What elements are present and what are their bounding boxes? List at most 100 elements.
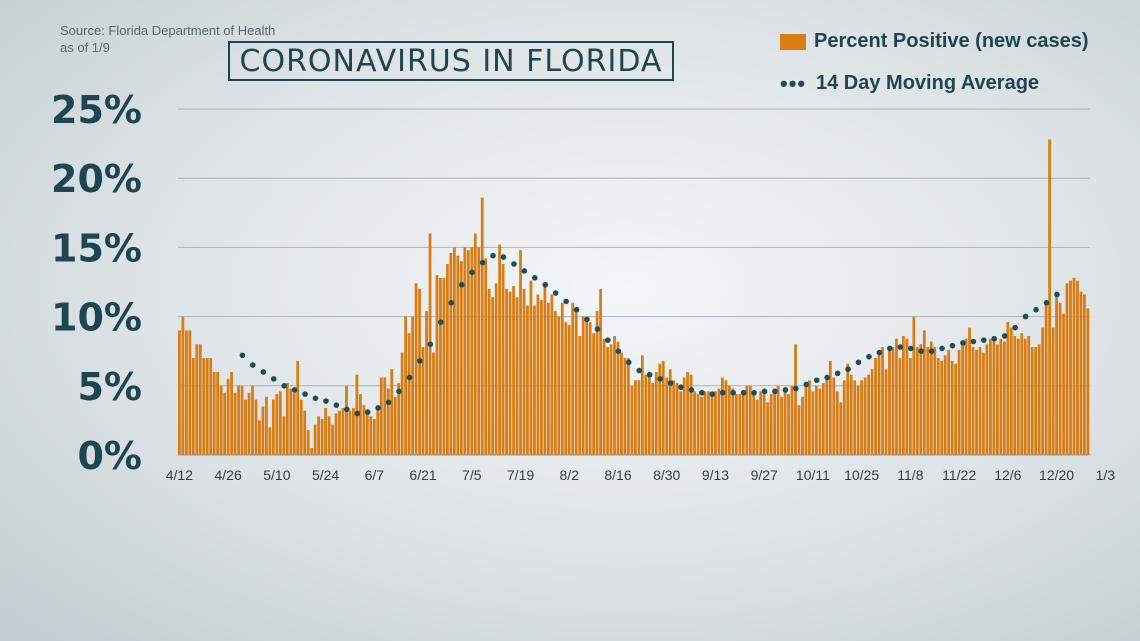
- bar: [853, 380, 857, 455]
- avg-dot: [375, 405, 381, 411]
- avg-dot: [521, 268, 528, 274]
- bar: [230, 371, 233, 455]
- bar: [881, 347, 884, 455]
- bar: [254, 399, 258, 455]
- bar: [769, 394, 773, 455]
- bar: [627, 358, 630, 455]
- avg-dot: [1022, 313, 1029, 320]
- bar: [268, 427, 272, 455]
- bar: [766, 402, 770, 455]
- bar: [602, 338, 606, 455]
- bar: [1083, 294, 1086, 455]
- bar: [574, 308, 578, 455]
- avg-dot: [615, 348, 622, 355]
- avg-dot: [354, 410, 361, 417]
- avg-dot: [438, 319, 444, 325]
- avg-dot: [302, 391, 308, 397]
- avg-dot: [364, 409, 371, 415]
- bar: [365, 413, 369, 455]
- avg-dot: [417, 358, 423, 364]
- avg-dot: [385, 399, 392, 406]
- x-tick-label: 8/30: [653, 467, 680, 483]
- avg-dot: [625, 359, 632, 366]
- avg-dot: [991, 335, 998, 342]
- avg-dot: [344, 406, 350, 413]
- x-tick-label: 10/25: [844, 467, 879, 483]
- bar: [915, 347, 919, 455]
- bar: [362, 405, 366, 455]
- bar: [188, 330, 192, 455]
- bar: [940, 360, 944, 455]
- bar: [240, 385, 244, 455]
- bar: [1058, 302, 1062, 455]
- bar: [400, 352, 404, 455]
- bar: [313, 424, 317, 455]
- avg-dot: [678, 384, 684, 390]
- bar: [247, 392, 251, 455]
- bar: [456, 255, 460, 455]
- avg-dot: [866, 353, 872, 360]
- bar: [390, 369, 394, 455]
- bar: [884, 369, 888, 455]
- bar: [178, 330, 181, 455]
- avg-dot: [949, 342, 956, 349]
- bar: [244, 399, 247, 455]
- y-tick-label: 25%: [51, 88, 142, 132]
- bar: [585, 316, 589, 455]
- chart-title: CORONAVIRUS IN FLORIDA: [228, 41, 674, 81]
- avg-dot: [845, 366, 851, 372]
- bar: [731, 388, 735, 455]
- bar: [303, 410, 307, 455]
- avg-dot: [1012, 324, 1018, 331]
- bar: [982, 352, 985, 455]
- bar: [505, 288, 508, 455]
- bar: [341, 407, 345, 455]
- bar: [446, 264, 449, 455]
- avg-dot: [511, 261, 517, 267]
- bar: [470, 247, 474, 455]
- bar: [1062, 313, 1065, 455]
- bar: [397, 383, 401, 455]
- bar: [1044, 302, 1048, 455]
- bar: [1009, 327, 1013, 455]
- x-tick-label: 6/7: [365, 467, 385, 483]
- bar: [801, 396, 804, 455]
- bar: [498, 244, 502, 455]
- bar: [863, 377, 867, 455]
- y-tick-label: 10%: [51, 296, 142, 340]
- bar: [271, 399, 275, 455]
- avg-dot: [876, 349, 883, 356]
- legend-avg-label: 14 Day Moving Average: [816, 72, 1040, 94]
- bar: [1023, 338, 1027, 455]
- bar: [491, 297, 495, 455]
- bar: [404, 316, 408, 455]
- bar: [804, 385, 808, 455]
- bar: [407, 333, 411, 455]
- bar: [693, 391, 696, 455]
- bar: [484, 258, 488, 455]
- bar: [320, 419, 324, 455]
- avg-dot: [605, 337, 611, 343]
- bar: [1069, 280, 1072, 455]
- bar: [936, 358, 940, 455]
- bar: [508, 291, 512, 455]
- bar: [794, 344, 797, 455]
- y-tick-label: 15%: [51, 226, 142, 270]
- avg-dot: [458, 281, 465, 288]
- bar: [226, 378, 230, 455]
- bar: [557, 316, 561, 455]
- avg-dot: [1054, 291, 1060, 298]
- avg-dot: [323, 398, 329, 404]
- bar: [219, 385, 223, 455]
- bar: [929, 341, 933, 455]
- avg-dot: [260, 369, 267, 375]
- avg-dot: [657, 376, 663, 382]
- avg-dot: [1043, 299, 1050, 306]
- bar: [261, 406, 265, 455]
- bar: [714, 391, 717, 455]
- avg-dot: [907, 345, 914, 352]
- avg-dot: [500, 254, 507, 260]
- bar: [815, 385, 818, 455]
- bar: [672, 380, 676, 455]
- bar: [908, 358, 912, 455]
